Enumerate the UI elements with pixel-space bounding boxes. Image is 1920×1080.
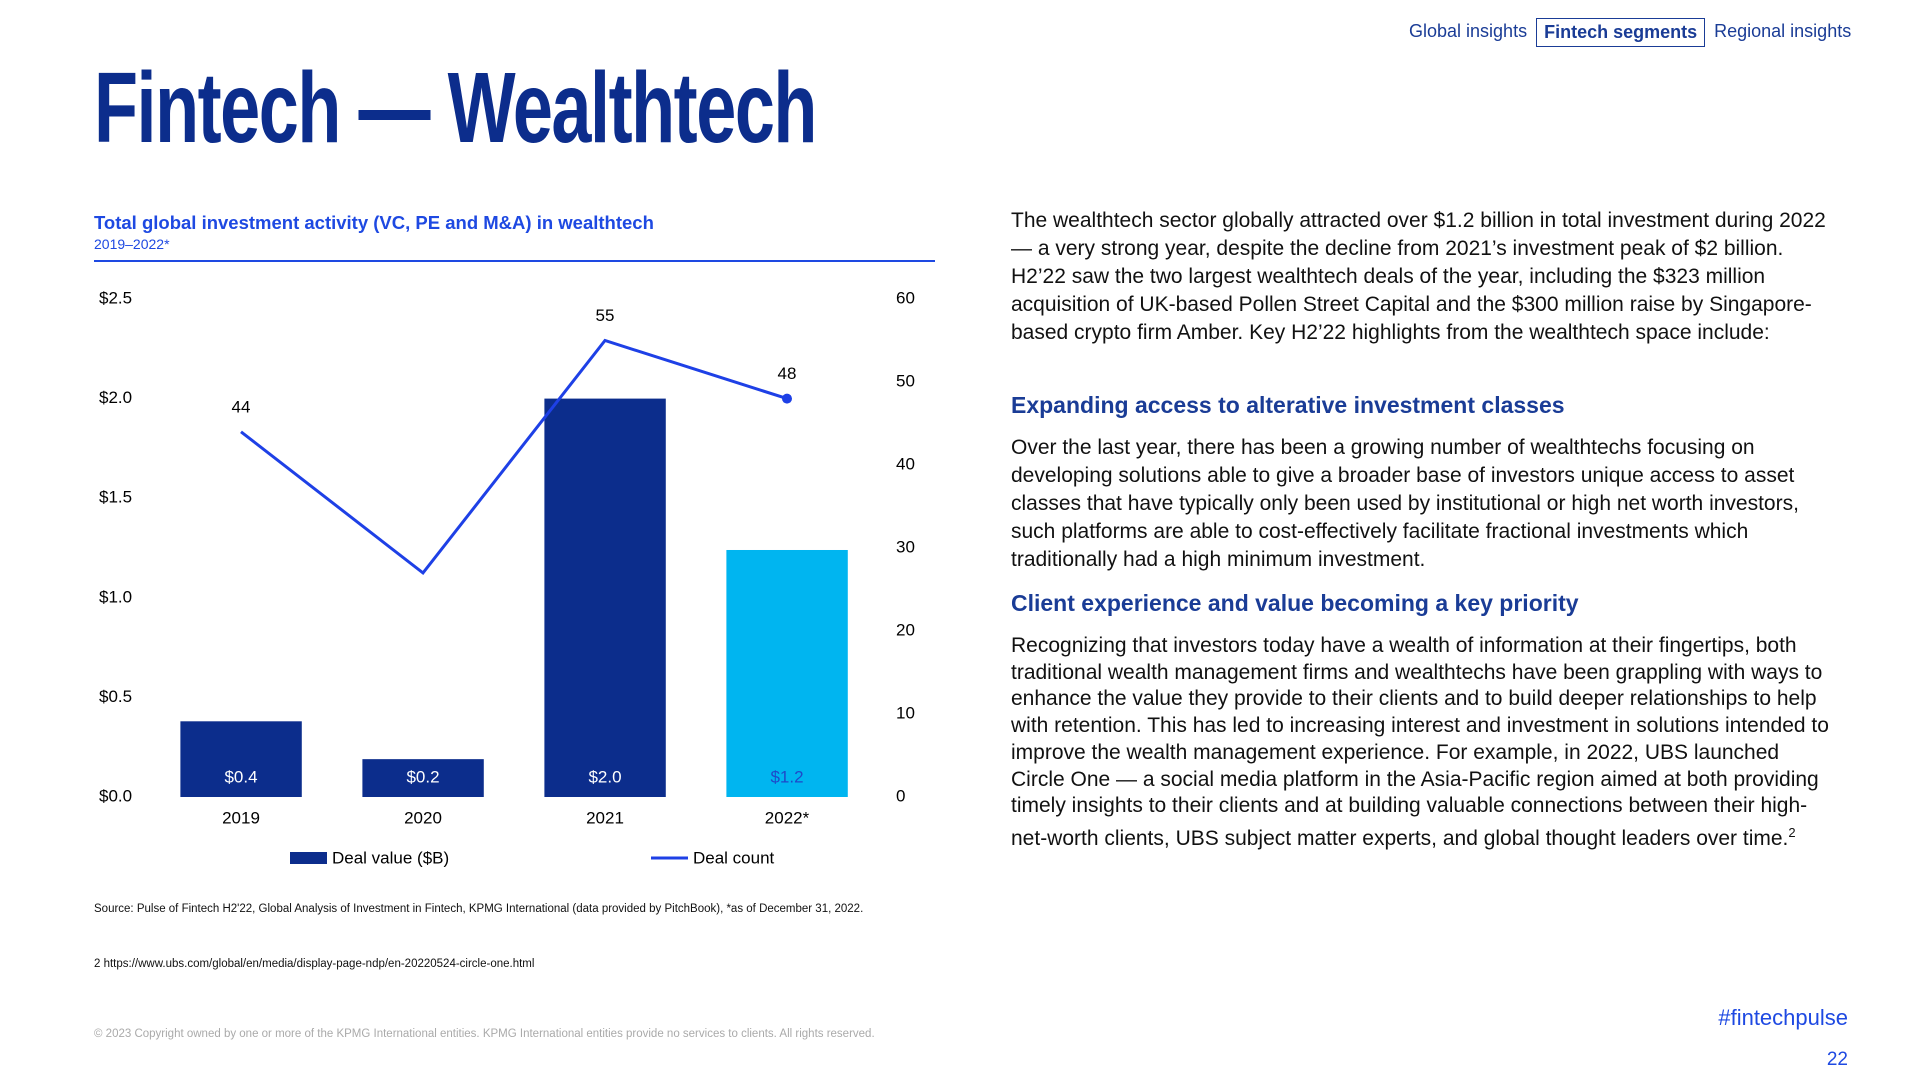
footnote: 2 https://www.ubs.com/global/en/media/di…	[94, 958, 535, 970]
nav-link[interactable]: Regional insights	[1714, 21, 1852, 41]
source: Source: Pulse of Fintech H2'22, Global A…	[94, 903, 864, 915]
y2-tick-label: 10	[896, 703, 915, 722]
x-tick-label: 2022*	[765, 808, 810, 827]
y2-tick-label: 20	[896, 620, 915, 639]
intro-paragraph: The wealthtech sector globally attracted…	[1011, 209, 1826, 344]
section-paragraph: Recognizing that investors today have a …	[1011, 633, 1836, 853]
bar-value-label: $2.0	[588, 767, 621, 786]
bar	[180, 721, 302, 797]
hashtag: #fintechpulse	[1718, 1005, 1848, 1030]
y-tick-label: $1.0	[99, 587, 132, 606]
line-value-label: 55	[596, 306, 615, 325]
x-tick-label: 2020	[404, 808, 442, 827]
x-tick-label: 2019	[222, 808, 260, 827]
bar-value-label: $0.2	[406, 767, 439, 786]
bar	[362, 759, 484, 797]
line-value-label: 44	[232, 397, 251, 416]
line-end-marker	[782, 393, 792, 404]
page-number: 22	[1826, 1049, 1848, 1070]
y2-tick-label: 30	[896, 537, 915, 556]
nav-bar: Global insights Fintech segments Regiona…	[1402, 18, 1858, 47]
line	[240, 338, 788, 576]
bar-value-label: $1.2	[770, 767, 803, 786]
y-tick-label: $0.0	[99, 786, 132, 805]
chart-title: Total global investment activity (VC, PE…	[94, 212, 654, 233]
y-tick-label: $0.5	[99, 687, 132, 706]
y2-tick-label: 50	[896, 371, 915, 390]
bar	[726, 549, 848, 797]
x-tick-label: 2021	[586, 808, 624, 827]
copyright: © 2023 Copyright owned by one or more of…	[94, 1028, 875, 1040]
footnote-ref: 2	[1788, 824, 1796, 840]
bar-value-label: $0.4	[224, 767, 257, 786]
section-heading: Expanding access to alterative investmen…	[1011, 392, 1565, 418]
legend-swatch	[290, 852, 327, 864]
chart-subtitle: 2019–2022*	[94, 236, 170, 252]
line-value-label: 48	[778, 364, 797, 383]
y-tick-label: $2.5	[99, 288, 132, 307]
y2-tick-label: 60	[896, 288, 915, 307]
y-tick-label: $2.0	[99, 388, 132, 407]
paragraph-text: Recognizing that investors today have a …	[1011, 634, 1829, 850]
y2-tick-label: 0	[896, 786, 905, 805]
bar	[544, 398, 666, 797]
section-paragraph: Over the last year, there has been a gro…	[1011, 436, 1799, 571]
nav-link[interactable]: Fintech segments	[1536, 18, 1706, 47]
page-title: Fintech — Wealthtech	[94, 52, 817, 164]
legend-label: Deal value ($B)	[332, 848, 449, 867]
section-heading: Client experience and value becoming a k…	[1011, 590, 1579, 616]
y-tick-label: $1.5	[99, 488, 132, 507]
y2-tick-label: 40	[896, 454, 915, 473]
legend-label: Deal count	[693, 848, 775, 867]
nav-link[interactable]: Global insights	[1409, 21, 1528, 41]
